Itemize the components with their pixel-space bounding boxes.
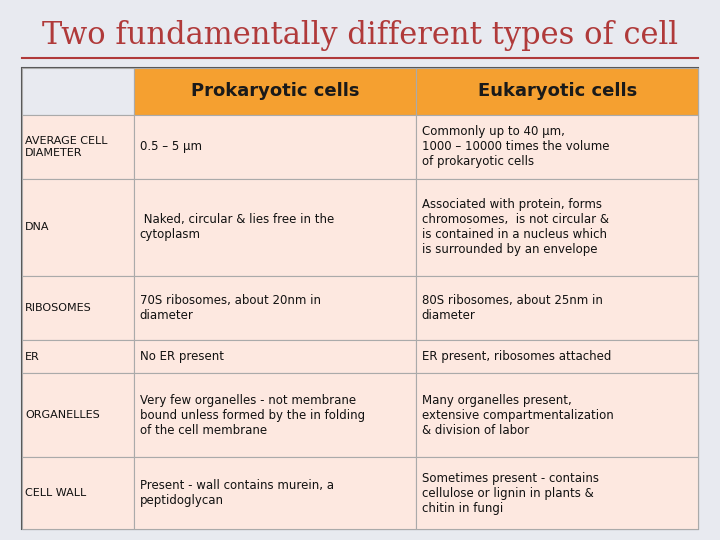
Bar <box>134 115 416 179</box>
Text: Prokaryotic cells: Prokaryotic cells <box>191 82 359 100</box>
Bar <box>22 276 134 340</box>
Text: CELL WALL: CELL WALL <box>25 488 86 498</box>
Bar <box>416 340 698 374</box>
Bar <box>416 457 698 529</box>
Bar <box>22 340 134 374</box>
Text: Very few organelles - not membrane
bound unless formed by the in folding
of the : Very few organelles - not membrane bound… <box>140 394 365 437</box>
Text: Sometimes present - contains
cellulose or lignin in plants &
chitin in fungi: Sometimes present - contains cellulose o… <box>422 471 599 515</box>
Bar <box>416 374 698 457</box>
Bar <box>134 179 416 276</box>
Bar <box>22 68 134 115</box>
Bar <box>416 115 698 179</box>
Text: Associated with protein, forms
chromosomes,  is not circular &
is contained in a: Associated with protein, forms chromosom… <box>422 198 609 256</box>
Text: No ER present: No ER present <box>140 350 223 363</box>
Text: ORGANELLES: ORGANELLES <box>25 410 100 420</box>
Text: 70S ribosomes, about 20nm in
diameter: 70S ribosomes, about 20nm in diameter <box>140 294 320 322</box>
Text: Present - wall contains murein, a
peptidoglycan: Present - wall contains murein, a peptid… <box>140 479 333 507</box>
Bar <box>22 457 134 529</box>
Text: ER: ER <box>25 352 40 362</box>
Text: DNA: DNA <box>25 222 50 232</box>
Bar <box>416 276 698 340</box>
Bar <box>22 374 134 457</box>
Bar <box>134 340 416 374</box>
Bar <box>22 179 134 276</box>
Bar <box>416 179 698 276</box>
Bar <box>134 276 416 340</box>
Text: Eukaryotic cells: Eukaryotic cells <box>477 82 637 100</box>
Text: ER present, ribosomes attached: ER present, ribosomes attached <box>422 350 611 363</box>
Text: 80S ribosomes, about 25nm in
diameter: 80S ribosomes, about 25nm in diameter <box>422 294 603 322</box>
Bar <box>22 115 134 179</box>
Bar <box>134 374 416 457</box>
Text: Naked, circular & lies free in the
cytoplasm: Naked, circular & lies free in the cytop… <box>140 213 334 241</box>
Text: AVERAGE CELL
DIAMETER: AVERAGE CELL DIAMETER <box>25 136 108 158</box>
Text: 0.5 – 5 μm: 0.5 – 5 μm <box>140 140 202 153</box>
Bar <box>416 68 698 115</box>
Bar <box>134 68 416 115</box>
Text: Many organelles present,
extensive compartmentalization
& division of labor: Many organelles present, extensive compa… <box>422 394 613 437</box>
Text: Commonly up to 40 μm,
1000 – 10000 times the volume
of prokaryotic cells: Commonly up to 40 μm, 1000 – 10000 times… <box>422 125 609 168</box>
Text: RIBOSOMES: RIBOSOMES <box>25 303 92 313</box>
Bar <box>22 68 698 529</box>
Text: Two fundamentally different types of cell: Two fundamentally different types of cel… <box>42 19 678 51</box>
Bar <box>134 457 416 529</box>
